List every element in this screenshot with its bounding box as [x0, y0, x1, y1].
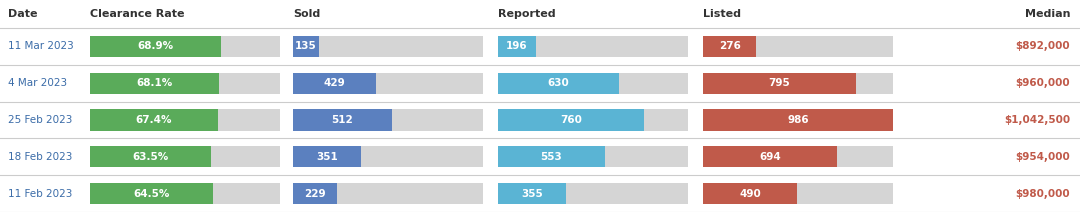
Bar [293, 146, 483, 167]
Bar [498, 183, 566, 204]
Bar [90, 109, 218, 131]
Text: 351: 351 [316, 152, 338, 162]
Text: 11 Mar 2023: 11 Mar 2023 [8, 41, 73, 51]
Text: 986: 986 [787, 115, 809, 125]
Bar [293, 73, 376, 94]
Text: $960,000: $960,000 [1015, 78, 1070, 88]
Text: 553: 553 [540, 152, 563, 162]
Bar [498, 109, 645, 131]
Bar [293, 36, 483, 57]
Text: 429: 429 [323, 78, 346, 88]
Text: 512: 512 [332, 115, 353, 125]
Bar [703, 109, 893, 131]
Bar [293, 183, 483, 204]
Text: 795: 795 [769, 78, 791, 88]
Bar [0, 102, 1080, 138]
Text: Clearance Rate: Clearance Rate [90, 9, 185, 19]
Bar [498, 36, 688, 57]
Text: Reported: Reported [498, 9, 555, 19]
Bar [90, 36, 221, 57]
Text: 67.4%: 67.4% [136, 115, 173, 125]
Text: Listed: Listed [703, 9, 741, 19]
Text: 229: 229 [305, 189, 326, 199]
Bar [90, 146, 280, 167]
Text: Sold: Sold [293, 9, 321, 19]
Text: 355: 355 [522, 189, 543, 199]
Bar [293, 183, 337, 204]
Text: $1,042,500: $1,042,500 [1004, 115, 1070, 125]
Bar [0, 65, 1080, 102]
Text: 11 Feb 2023: 11 Feb 2023 [8, 189, 72, 199]
Bar [498, 183, 688, 204]
Text: Date: Date [8, 9, 38, 19]
Bar [90, 109, 280, 131]
Text: 760: 760 [561, 115, 582, 125]
Bar [293, 36, 319, 57]
Text: 4 Mar 2023: 4 Mar 2023 [8, 78, 67, 88]
Bar [703, 36, 756, 57]
Bar [90, 183, 213, 204]
Bar [703, 73, 893, 94]
Bar [703, 109, 893, 131]
Bar [90, 36, 280, 57]
Text: $980,000: $980,000 [1015, 189, 1070, 199]
Bar [703, 146, 837, 167]
Text: Median: Median [1025, 9, 1070, 19]
Bar [0, 28, 1080, 65]
Bar [293, 109, 483, 131]
Text: 694: 694 [759, 152, 781, 162]
Bar [0, 175, 1080, 212]
Text: 18 Feb 2023: 18 Feb 2023 [8, 152, 72, 162]
Bar [293, 109, 392, 131]
Text: $892,000: $892,000 [1015, 41, 1070, 51]
Bar [703, 183, 893, 204]
Bar [90, 73, 219, 94]
Bar [293, 73, 483, 94]
Text: 196: 196 [507, 41, 528, 51]
Bar [498, 146, 605, 167]
Bar [90, 73, 280, 94]
Bar [498, 73, 688, 94]
Bar [0, 0, 1080, 28]
Bar [90, 183, 280, 204]
Bar [90, 146, 211, 167]
Text: 64.5%: 64.5% [133, 189, 170, 199]
Text: 630: 630 [548, 78, 569, 88]
Bar [703, 146, 893, 167]
Bar [498, 36, 536, 57]
Bar [703, 183, 797, 204]
Bar [498, 109, 688, 131]
Bar [498, 146, 688, 167]
Bar [703, 73, 856, 94]
Bar [293, 146, 361, 167]
Text: 68.1%: 68.1% [136, 78, 173, 88]
Text: 25 Feb 2023: 25 Feb 2023 [8, 115, 72, 125]
Bar [0, 138, 1080, 175]
Text: 68.9%: 68.9% [137, 41, 174, 51]
Text: 490: 490 [740, 189, 761, 199]
Bar [703, 36, 893, 57]
Text: 276: 276 [718, 41, 741, 51]
Text: 63.5%: 63.5% [132, 152, 168, 162]
Text: 135: 135 [295, 41, 316, 51]
Text: $954,000: $954,000 [1015, 152, 1070, 162]
Bar [498, 73, 620, 94]
